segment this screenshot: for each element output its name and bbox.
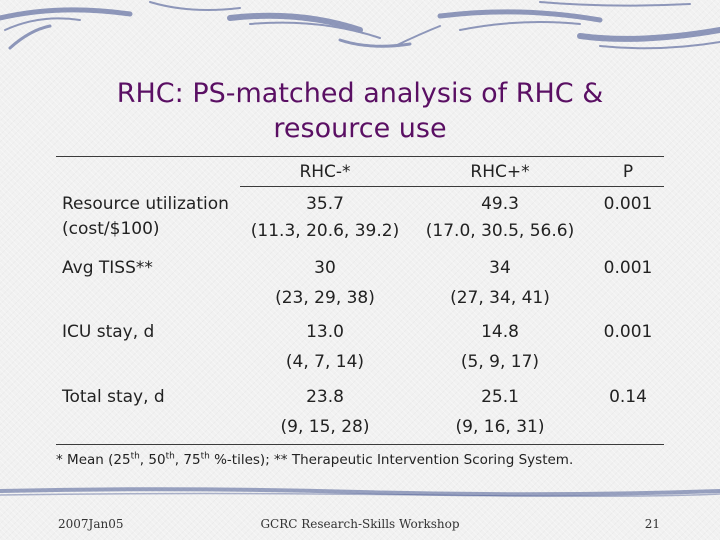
row-label-resource-utilization-unit: (cost/$100) (62, 219, 160, 239)
footer-workshop-name: GCRC Research-Skills Workshop (260, 517, 460, 531)
footnote-superscript: th (130, 451, 140, 462)
footer-date: 2007Jan05 (58, 517, 124, 531)
p-value: 0.001 (603, 322, 653, 342)
column-header-rhc-plus: RHC+* (470, 162, 530, 182)
rhc-plus-mean: 25.1 (481, 387, 519, 407)
footnote-text: %-tiles); ** Therapeutic Intervention Sc… (209, 452, 574, 468)
rhc-minus-percentiles: (9, 15, 28) (280, 417, 370, 437)
p-value: 0.001 (603, 258, 653, 278)
rhc-minus-mean: 13.0 (306, 322, 344, 342)
footnote-text: * Mean (25 (56, 452, 131, 468)
table-bottom-rule (56, 444, 664, 445)
row-label-total-stay: Total stay, d (62, 387, 165, 407)
p-value: 0.14 (609, 387, 647, 407)
table-top-rule (56, 156, 664, 157)
row-label-resource-utilization: Resource utilization (62, 194, 229, 214)
p-value: 0.001 (603, 194, 653, 214)
footnote-superscript: th (165, 451, 175, 462)
rhc-minus-percentiles: (11.3, 20.6, 39.2) (250, 221, 400, 241)
row-label-icu-stay: ICU stay, d (62, 322, 155, 342)
table-footnote: * Mean (25th, 50th, 75th %-tiles); ** Th… (56, 452, 573, 468)
rhc-plus-percentiles: (17.0, 30.5, 56.6) (425, 221, 575, 241)
rhc-plus-percentiles: (27, 34, 41) (450, 288, 550, 308)
column-header-p: P (622, 162, 634, 182)
rhc-plus-percentiles: (5, 9, 17) (460, 352, 540, 372)
rhc-plus-mean: 14.8 (481, 322, 519, 342)
table-header-rule (240, 186, 664, 187)
footnote-text: , 50 (139, 452, 166, 468)
footnote-text: , 75 (174, 452, 201, 468)
footnote-superscript: th (200, 451, 210, 462)
decorative-header-strokes (0, 1, 720, 50)
rhc-minus-percentiles: (23, 29, 38) (275, 288, 375, 308)
rhc-minus-mean: 35.7 (306, 194, 344, 214)
rhc-plus-percentiles: (9, 16, 31) (455, 417, 545, 437)
footer-page-number: 21 (644, 517, 660, 531)
slide-title-line1: RHC: PS-matched analysis of RHC & (116, 78, 604, 109)
slide-title: RHC: PS-matched analysis of RHC & resour… (60, 76, 660, 146)
rhc-plus-mean: 34 (489, 258, 511, 278)
rhc-minus-mean: 30 (314, 258, 336, 278)
decorative-footer-stroke (0, 487, 720, 498)
row-label-avg-tiss: Avg TISS** (62, 258, 153, 278)
rhc-minus-percentiles: (4, 7, 14) (285, 352, 365, 372)
slide-title-line2: resource use (273, 113, 447, 144)
rhc-minus-mean: 23.8 (306, 387, 344, 407)
rhc-plus-mean: 49.3 (481, 194, 519, 214)
column-header-rhc-minus: RHC-* (299, 162, 351, 182)
